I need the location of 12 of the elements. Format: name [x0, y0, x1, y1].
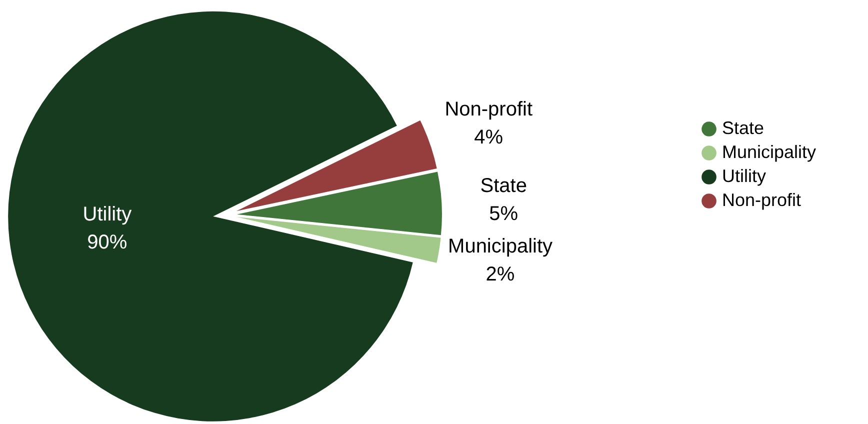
legend-label: Municipality: [722, 142, 816, 162]
slice-label: Municipality: [448, 236, 553, 258]
data-label: 5%: [489, 202, 518, 225]
legend-label: Utility: [722, 166, 766, 186]
slice-label: Utility: [82, 204, 132, 226]
legend-label: Non-profit: [722, 190, 802, 210]
slice-label: Non-profit: [444, 98, 533, 121]
data-label: 2%: [486, 264, 515, 286]
data-label: 90%: [87, 232, 128, 254]
data-label: 4%: [474, 126, 504, 149]
slice-label: State: [480, 174, 527, 197]
legend-label: State: [722, 118, 764, 138]
